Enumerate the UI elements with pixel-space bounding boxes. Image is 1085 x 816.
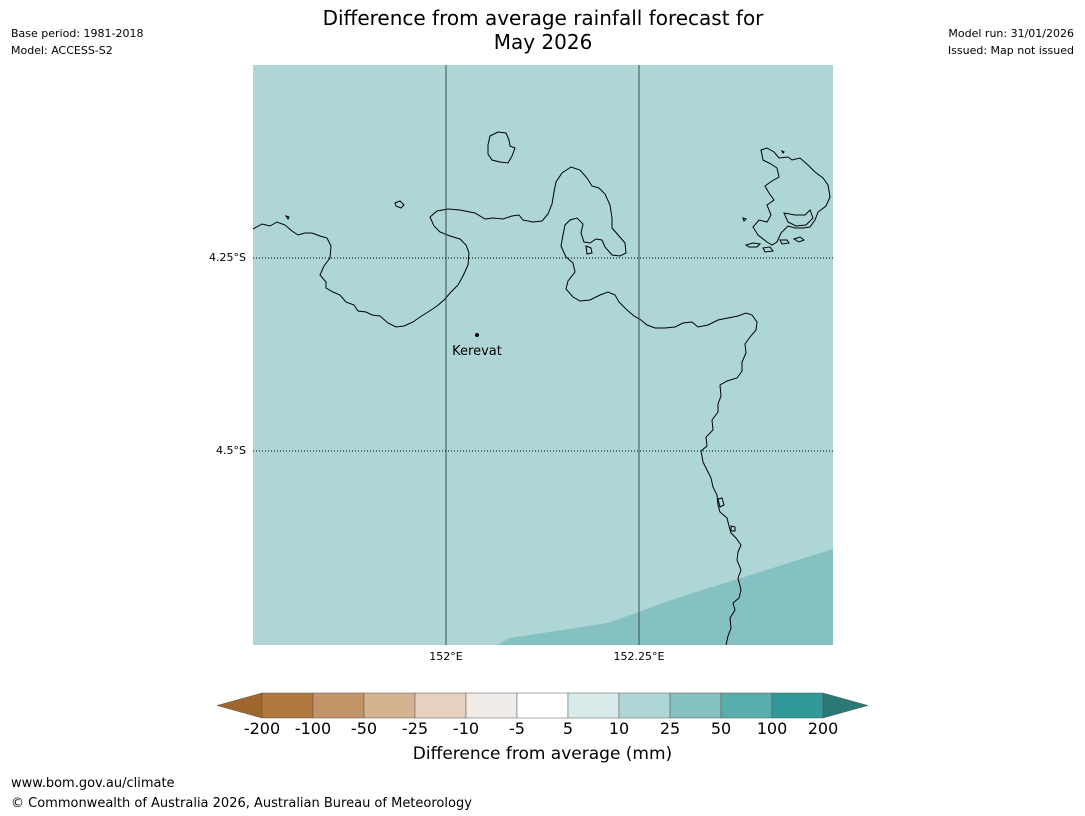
colorbar-tick-label: 10 bbox=[608, 719, 630, 738]
colorbar-tick-label: 5 bbox=[562, 719, 574, 738]
colorbar-tick-label: 50 bbox=[710, 719, 732, 738]
rainfall-band-25-50 bbox=[497, 549, 833, 645]
map-title-line2: May 2026 bbox=[493, 30, 593, 54]
colorbar-segment bbox=[363, 692, 416, 719]
metadata-left: Base period: 1981-2018 Model: ACCESS-S2 bbox=[11, 25, 143, 59]
lon-label-152: 152°E bbox=[429, 650, 463, 663]
colorbar-tick-label: -25 bbox=[401, 719, 429, 738]
islet-far-west bbox=[284, 215, 290, 220]
islands-east-g bbox=[742, 217, 747, 222]
colorbar-segment bbox=[312, 692, 365, 719]
colorbar-segment bbox=[465, 692, 518, 719]
islet-east-coast-b bbox=[730, 525, 736, 532]
colorbar-segment bbox=[567, 692, 620, 719]
colorbar-tick-label: 100 bbox=[756, 719, 788, 738]
forecast-map: Kerevat bbox=[253, 65, 833, 645]
colorbar-segment bbox=[771, 692, 824, 719]
footer-url: www.bom.gov.au/climate bbox=[11, 776, 175, 791]
colorbar-segment bbox=[720, 692, 773, 719]
model-text: Model: ACCESS-S2 bbox=[11, 44, 113, 57]
colorbar-tick-label: 200 bbox=[807, 719, 839, 738]
footer: www.bom.gov.au/climate © Commonwealth of… bbox=[11, 774, 472, 814]
colorbar-tick-label: 25 bbox=[659, 719, 681, 738]
map-title: Difference from average rainfall forecas… bbox=[243, 6, 843, 54]
model-run-text: Model run: 31/01/2026 bbox=[948, 27, 1074, 40]
issued-text: Issued: Map not issued bbox=[947, 44, 1074, 57]
island-north bbox=[487, 131, 516, 164]
coastline-west bbox=[253, 166, 758, 645]
lat-label-4-25: 4.25°S bbox=[209, 251, 246, 264]
islands-east-main bbox=[752, 147, 831, 246]
islands-east-e bbox=[779, 239, 790, 245]
colorbar-segment bbox=[516, 692, 569, 719]
colorbar-title: Difference from average (mm) bbox=[412, 744, 673, 764]
metadata-right: Model run: 31/01/2026 Issued: Map not is… bbox=[948, 25, 1074, 59]
coastline bbox=[253, 131, 831, 645]
kerevat-marker bbox=[475, 333, 479, 337]
colorbar-tick-label: -10 bbox=[452, 719, 480, 738]
map-title-line1: Difference from average rainfall forecas… bbox=[322, 6, 764, 30]
islet-bay bbox=[585, 245, 593, 255]
islet-west bbox=[394, 200, 405, 209]
footer-copyright: © Commonwealth of Australia 2026, Austra… bbox=[11, 796, 472, 811]
lat-label-4-5: 4.5°S bbox=[216, 444, 246, 457]
kerevat-label: Kerevat bbox=[452, 344, 502, 359]
colorbar-tick-label: -200 bbox=[243, 719, 281, 738]
colorbar-segment bbox=[618, 692, 671, 719]
islands-east-d bbox=[762, 246, 774, 253]
islands-east-c bbox=[744, 242, 762, 248]
base-period-text: Base period: 1981-2018 bbox=[11, 27, 144, 40]
colorbar-segment bbox=[414, 692, 467, 719]
colorbar-tick-label: -5 bbox=[509, 719, 525, 738]
map-background bbox=[253, 65, 833, 645]
islands-east-b bbox=[783, 209, 814, 227]
islands-east-h bbox=[780, 149, 785, 154]
lon-label-152-25: 152.25°E bbox=[613, 650, 665, 663]
colorbar-arrow-high bbox=[822, 692, 869, 719]
colorbar-segment bbox=[669, 692, 722, 719]
colorbar-segment bbox=[261, 692, 314, 719]
colorbar-arrow-low bbox=[216, 692, 263, 719]
colorbar-tick-label: -100 bbox=[294, 719, 332, 738]
colorbar-tick-label: -50 bbox=[350, 719, 378, 738]
islet-east-coast-a bbox=[717, 497, 725, 508]
islands-east-f bbox=[792, 236, 806, 243]
